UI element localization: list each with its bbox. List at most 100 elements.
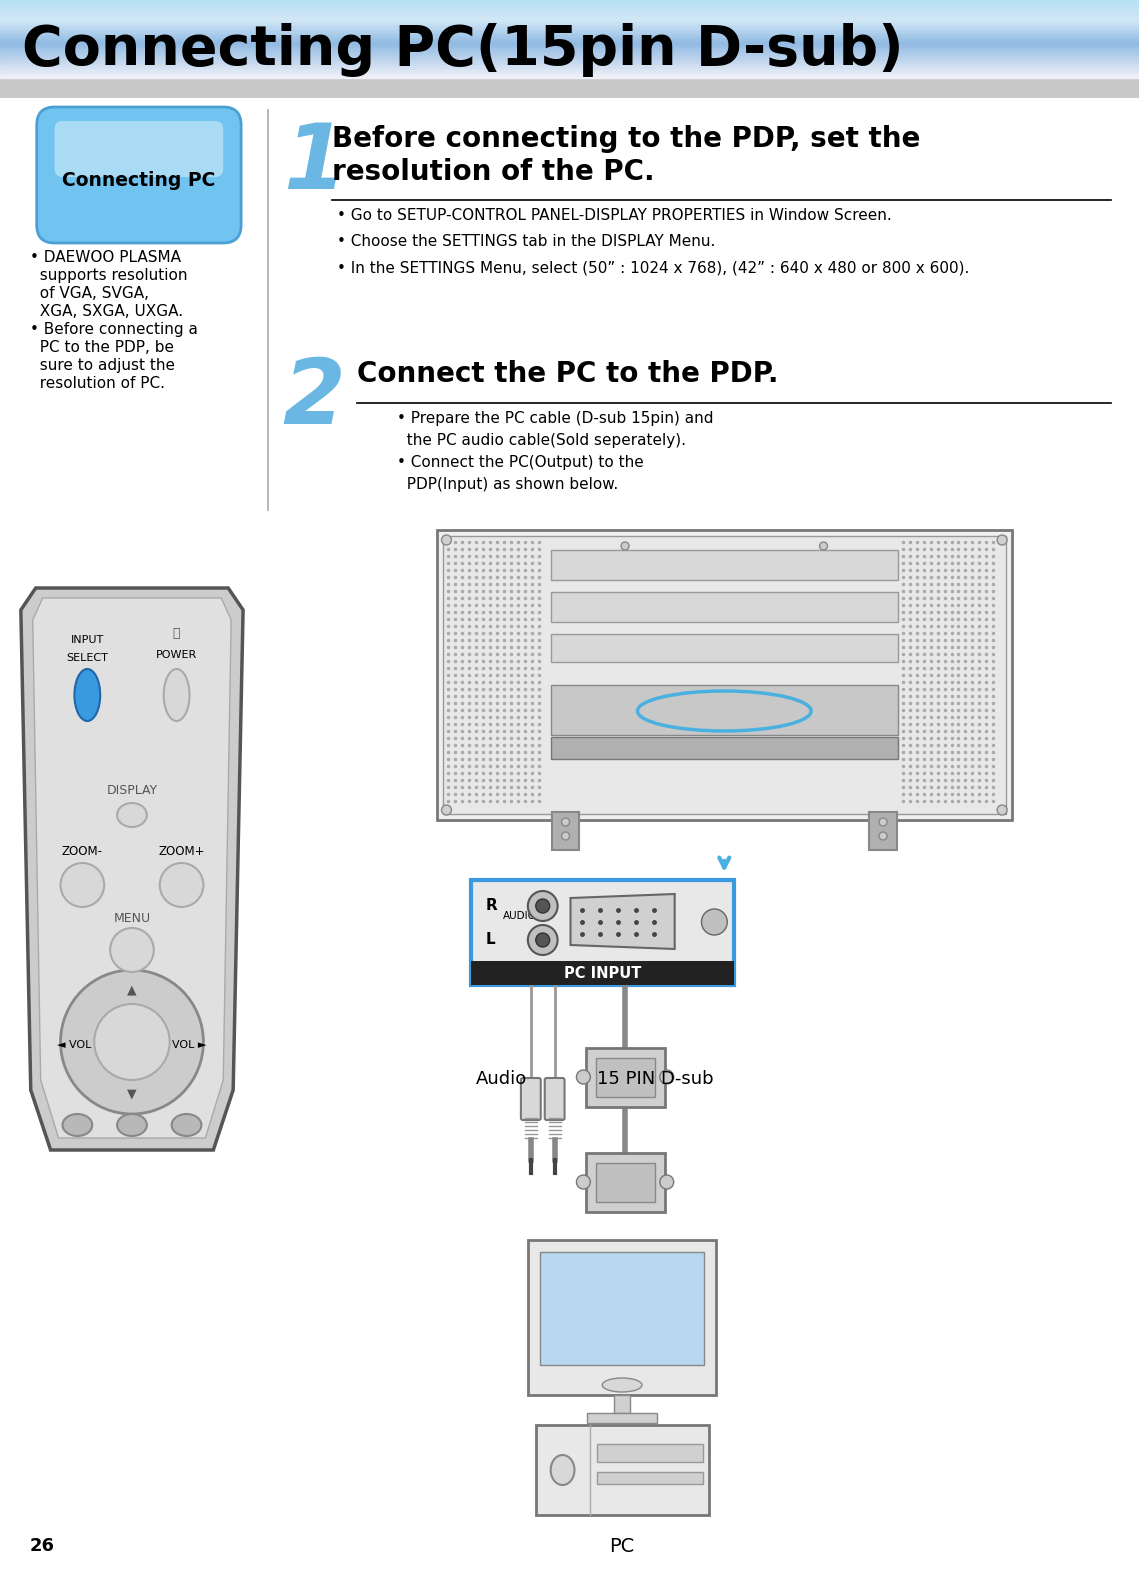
FancyBboxPatch shape: [597, 1444, 704, 1462]
Text: 2: 2: [282, 356, 346, 442]
Text: 1: 1: [282, 120, 346, 209]
FancyBboxPatch shape: [596, 1163, 654, 1202]
Text: PC INPUT: PC INPUT: [564, 965, 642, 981]
Circle shape: [879, 833, 887, 841]
Text: sure to adjust the: sure to adjust the: [30, 359, 174, 373]
FancyBboxPatch shape: [551, 686, 898, 735]
Text: INPUT: INPUT: [71, 635, 104, 645]
FancyBboxPatch shape: [521, 1078, 541, 1120]
Text: 26: 26: [30, 1537, 55, 1555]
Text: L: L: [486, 932, 495, 946]
Circle shape: [561, 833, 569, 841]
Polygon shape: [33, 597, 231, 1138]
Text: AUDIO: AUDIO: [503, 912, 537, 921]
Polygon shape: [21, 588, 243, 1150]
FancyBboxPatch shape: [37, 107, 241, 243]
Text: PC: PC: [610, 1537, 635, 1556]
Circle shape: [536, 899, 550, 913]
Polygon shape: [571, 894, 675, 950]
FancyBboxPatch shape: [596, 1059, 654, 1097]
Ellipse shape: [551, 1455, 574, 1485]
Text: ▲: ▲: [127, 983, 137, 997]
FancyBboxPatch shape: [869, 812, 897, 850]
Text: Before connecting to the PDP, set the: Before connecting to the PDP, set the: [333, 125, 921, 153]
Text: • Before connecting a: • Before connecting a: [30, 322, 197, 337]
Circle shape: [998, 804, 1007, 815]
FancyBboxPatch shape: [544, 1078, 565, 1120]
FancyBboxPatch shape: [0, 77, 1139, 98]
FancyBboxPatch shape: [551, 634, 898, 662]
Circle shape: [442, 804, 451, 815]
Text: ⏻: ⏻: [173, 627, 180, 640]
Text: SELECT: SELECT: [67, 653, 108, 664]
Circle shape: [528, 924, 558, 954]
FancyBboxPatch shape: [587, 1048, 665, 1108]
Ellipse shape: [117, 1114, 147, 1136]
Text: • In the SETTINGS Menu, select (50” : 1024 x 768), (42” : 640 x 480 or 800 x 600: • In the SETTINGS Menu, select (50” : 10…: [338, 261, 970, 275]
Text: 15 PIN D-sub: 15 PIN D-sub: [597, 1070, 713, 1089]
Text: DISPLAY: DISPLAY: [107, 784, 157, 796]
Circle shape: [660, 1070, 674, 1084]
Circle shape: [576, 1070, 590, 1084]
FancyBboxPatch shape: [614, 1395, 630, 1413]
Text: ZOOM+: ZOOM+: [158, 845, 204, 858]
Text: the PC audio cable(Sold seperately).: the PC audio cable(Sold seperately).: [397, 433, 685, 449]
Circle shape: [879, 818, 887, 826]
FancyBboxPatch shape: [587, 1153, 665, 1212]
Text: Audio: Audio: [475, 1070, 527, 1089]
Circle shape: [528, 891, 558, 921]
FancyBboxPatch shape: [436, 529, 1013, 820]
FancyBboxPatch shape: [472, 880, 735, 984]
Circle shape: [94, 1003, 170, 1081]
Circle shape: [160, 863, 203, 907]
Text: XGA, SXGA, UXGA.: XGA, SXGA, UXGA.: [30, 303, 183, 319]
Text: MENU: MENU: [114, 912, 150, 924]
Circle shape: [701, 908, 728, 935]
Text: • Go to SETUP-CONTROL PANEL-DISPLAY PROPERTIES in Window Screen.: • Go to SETUP-CONTROL PANEL-DISPLAY PROP…: [338, 209, 892, 223]
Text: VOL ►: VOL ►: [172, 1040, 207, 1051]
Text: • Prepare the PC cable (D-sub 15pin) and: • Prepare the PC cable (D-sub 15pin) and: [397, 411, 713, 427]
FancyBboxPatch shape: [55, 122, 223, 177]
Ellipse shape: [75, 668, 100, 720]
Ellipse shape: [603, 1378, 642, 1392]
Circle shape: [998, 536, 1007, 545]
FancyBboxPatch shape: [551, 592, 898, 623]
Ellipse shape: [172, 1114, 201, 1136]
Ellipse shape: [117, 803, 147, 826]
Circle shape: [110, 927, 154, 972]
Text: R: R: [486, 897, 497, 913]
Circle shape: [621, 542, 629, 550]
Circle shape: [61, 970, 203, 1114]
FancyBboxPatch shape: [597, 1473, 704, 1484]
FancyBboxPatch shape: [0, 98, 1139, 1580]
FancyBboxPatch shape: [551, 550, 898, 580]
Circle shape: [442, 536, 451, 545]
FancyBboxPatch shape: [551, 736, 898, 758]
FancyBboxPatch shape: [536, 1425, 709, 1515]
Text: PDP(Input) as shown below.: PDP(Input) as shown below.: [397, 477, 618, 491]
Text: of VGA, SVGA,: of VGA, SVGA,: [30, 286, 149, 302]
Text: • Connect the PC(Output) to the: • Connect the PC(Output) to the: [397, 455, 644, 469]
Text: ZOOM-: ZOOM-: [62, 845, 103, 858]
FancyBboxPatch shape: [528, 1240, 716, 1395]
Circle shape: [536, 934, 550, 946]
Text: ▼: ▼: [127, 1087, 137, 1101]
Text: Connect the PC to the PDP.: Connect the PC to the PDP.: [357, 360, 778, 389]
Text: ◄ VOL: ◄ VOL: [57, 1040, 92, 1051]
Ellipse shape: [164, 668, 189, 720]
Text: PC to the PDP, be: PC to the PDP, be: [30, 340, 173, 356]
Text: resolution of the PC.: resolution of the PC.: [333, 158, 656, 186]
Circle shape: [576, 1176, 590, 1190]
Text: POWER: POWER: [156, 649, 197, 660]
Text: supports resolution: supports resolution: [30, 269, 187, 283]
Circle shape: [61, 863, 104, 907]
FancyBboxPatch shape: [472, 961, 735, 984]
Circle shape: [660, 1176, 674, 1190]
Text: • Choose the SETTINGS tab in the DISPLAY Menu.: • Choose the SETTINGS tab in the DISPLAY…: [338, 234, 715, 250]
FancyBboxPatch shape: [588, 1413, 657, 1424]
Ellipse shape: [62, 1114, 92, 1136]
FancyBboxPatch shape: [442, 536, 1006, 814]
Circle shape: [820, 542, 828, 550]
Text: • DAEWOO PLASMA: • DAEWOO PLASMA: [30, 250, 180, 265]
Text: resolution of PC.: resolution of PC.: [30, 376, 165, 390]
